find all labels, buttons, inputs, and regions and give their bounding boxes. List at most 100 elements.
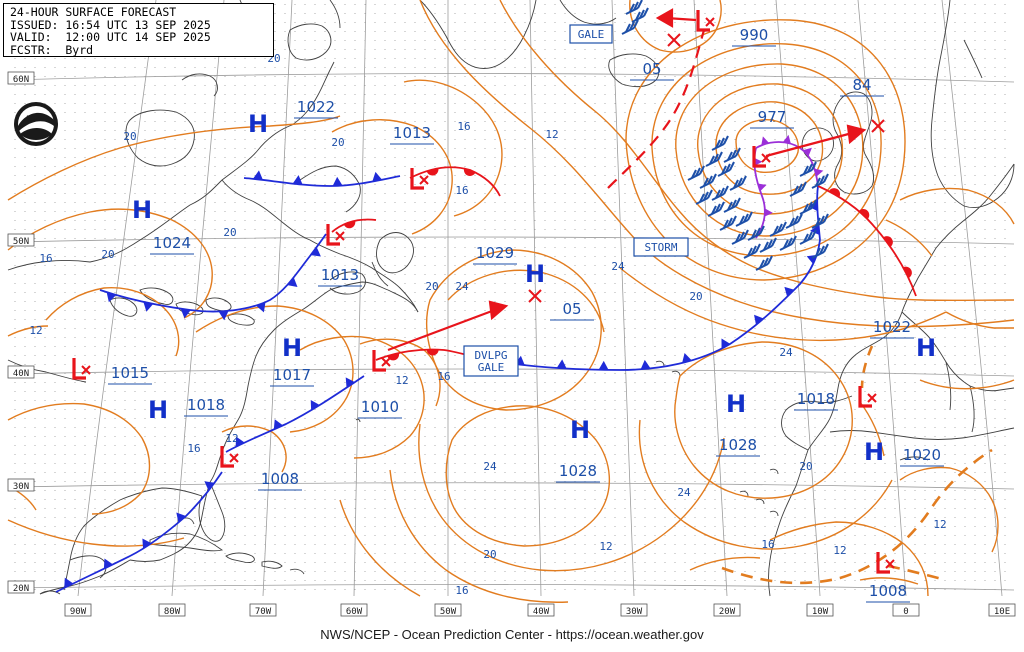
- isobar-value: 16: [187, 442, 200, 455]
- lon-label-box: [64, 603, 92, 617]
- lon-label-box: [158, 603, 186, 617]
- low-pressure-value: 977: [750, 108, 794, 129]
- cold-front-triangle: [176, 512, 186, 523]
- header-forecaster: FCSTR: Byrd: [10, 42, 94, 57]
- high-pressure-value-label: 1018: [187, 396, 225, 414]
- latitude-line: [7, 236, 1015, 245]
- high-pressure-value-label: 1020: [903, 446, 941, 464]
- lon-label: 60W: [346, 607, 363, 617]
- low-pressure-value-label: 977: [758, 108, 787, 126]
- isobar-value: 24: [611, 260, 625, 273]
- wind-barb: [631, 7, 649, 23]
- high-pressure-value: 1024: [150, 234, 194, 255]
- low-pressure-value-label: 1008: [869, 582, 907, 600]
- latitude-line: [7, 584, 1015, 591]
- high-pressure-icon: H: [525, 260, 545, 288]
- low-pressure-value-label: 1013: [321, 266, 359, 284]
- warm-front-semicircle: [426, 168, 439, 176]
- wind-barb: [705, 151, 723, 167]
- longitude-line: [529, 0, 542, 597]
- isobar-value: 16: [761, 538, 774, 551]
- storm-motion-arrows: [387, 8, 867, 352]
- isobar-value: 12: [599, 540, 612, 553]
- occluded-front-symbol: [782, 134, 791, 144]
- lat-lon-labels: 60N 50N 40N 30N 20N 90W 80W 70W 60W 50W 40W 30W 20W 1…: [7, 71, 1016, 617]
- warm-front-semicircle: [343, 220, 356, 229]
- lat-label-box: [7, 580, 35, 594]
- latitude-line: [7, 482, 1015, 490]
- isobar-value-label: 05: [550, 300, 594, 321]
- high-pressure-value: 1018: [184, 396, 228, 417]
- lon-label-box: [620, 603, 648, 617]
- motion-arrow: [765, 130, 857, 158]
- forecast-header: 24-HOUR SURFACE FORECAST ISSUED: 16:54 UT…: [3, 3, 274, 57]
- header-title: 24-HOUR SURFACE FORECAST: [10, 5, 177, 19]
- occluded-front-symbol: [761, 136, 769, 146]
- wind-barb: [711, 185, 729, 201]
- warm-front-semicircle: [463, 167, 476, 176]
- lon-label: 10E: [994, 607, 1010, 617]
- arrow-head: [846, 124, 867, 145]
- warm-front-semicircle: [903, 266, 912, 279]
- wind-barb: [755, 255, 773, 271]
- isobar-value: 24: [455, 280, 469, 293]
- isobar-value: 20: [223, 226, 236, 239]
- high-pressure-icon: H: [148, 396, 168, 424]
- low-pressure-icon: [372, 350, 391, 372]
- arrow-head: [488, 300, 509, 321]
- wind-barb: [811, 243, 829, 259]
- low-pressure-value: 1008: [866, 582, 910, 603]
- low-pressure-value-label: 1015: [111, 364, 149, 382]
- low-pressure-value: 1008: [258, 470, 302, 491]
- header-valid: VALID: 12:00 UTC 14 SEP 2025: [10, 30, 211, 44]
- high-pressure-value: 1029: [473, 244, 517, 265]
- isobar-value: 12: [395, 374, 408, 387]
- warning-labels: GALE STORM DVLPG GALE: [463, 24, 689, 377]
- lat-label: 60N: [13, 75, 29, 85]
- longitude-line: [262, 0, 293, 597]
- wind-barb: [707, 201, 725, 217]
- high-pressure-value: 1028: [556, 462, 600, 483]
- wind-barb: [785, 213, 803, 229]
- wind-barb: [621, 19, 639, 35]
- wind-barb: [743, 243, 761, 259]
- high-pressure-icon: H: [570, 416, 590, 444]
- lat-label: 40N: [13, 369, 29, 379]
- header-issued: ISSUED: 16:54 UTC 13 SEP 2025: [10, 17, 211, 32]
- cold-front-triangle: [256, 302, 266, 313]
- warm-front-semicircle: [883, 236, 893, 247]
- isobar-value: 20: [799, 460, 812, 473]
- high-pressure-value-label: 1028: [719, 436, 757, 454]
- occluded-front-symbol: [803, 147, 812, 157]
- trough-greenland: [607, 29, 706, 189]
- wind-barb: [769, 221, 787, 237]
- low-pressure-icon: [410, 168, 429, 190]
- isobar-value: 16: [455, 184, 468, 197]
- wind-barb: [799, 229, 817, 245]
- wind-barb: [789, 181, 807, 197]
- wind-barb: [735, 211, 753, 227]
- low-pressure-value-label: 1010: [361, 398, 399, 416]
- isobar-value: 16: [437, 370, 450, 383]
- high-pressure-value: 1017: [270, 366, 314, 387]
- wind-barb: [699, 173, 717, 189]
- cold-front-triangle: [345, 377, 355, 388]
- lon-label: 20W: [719, 607, 736, 617]
- cold-front-triangle: [310, 247, 321, 257]
- cold-front-triangle: [640, 359, 651, 370]
- longitude-line: [941, 0, 1003, 597]
- cold-front-triangle: [721, 338, 731, 349]
- occluded-front-symbol: [754, 157, 763, 166]
- isobar-value: 12: [225, 432, 238, 445]
- low-pressure-icon: [876, 552, 895, 574]
- forecast-position-x-icon: [528, 289, 542, 303]
- wind-barb: [811, 173, 829, 189]
- longitude-line: [857, 0, 907, 597]
- low-pressure-value-label: 1008: [261, 470, 299, 488]
- cold-front-triangle: [682, 353, 692, 364]
- cold-front-triangle: [754, 314, 764, 325]
- lat-label-box: [7, 478, 35, 492]
- wind-barb: [779, 235, 797, 251]
- cold-front-triangle: [310, 399, 320, 411]
- gale-warning-label: GALE: [578, 28, 605, 41]
